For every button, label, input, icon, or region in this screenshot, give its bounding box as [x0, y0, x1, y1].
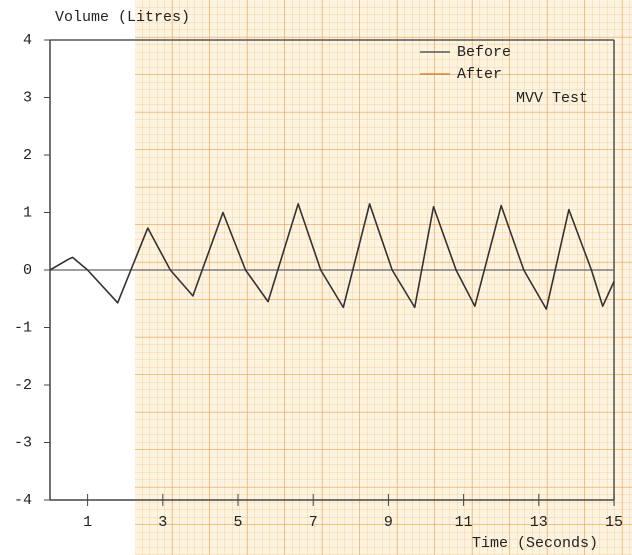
- x-axis-label: Time (Seconds): [472, 535, 598, 552]
- y-tick-label: -1: [14, 319, 32, 336]
- legend-label: Before: [457, 44, 511, 61]
- y-tick-label: 0: [23, 262, 32, 279]
- x-tick-label: 15: [605, 514, 623, 531]
- graph-paper-grid: [135, 0, 632, 555]
- x-tick-label: 5: [233, 514, 242, 531]
- y-tick-label: 4: [23, 32, 32, 49]
- x-tick-label: 3: [158, 514, 167, 531]
- y-tick-label: 1: [23, 204, 32, 221]
- x-tick-label: 11: [455, 514, 473, 531]
- data-line: [49, 203, 615, 310]
- x-tick-label: 9: [384, 514, 393, 531]
- legend-label: After: [457, 66, 502, 83]
- y-tick-label: 3: [23, 89, 32, 106]
- y-tick-label: 2: [23, 147, 32, 164]
- y-tick-label: -2: [14, 377, 32, 394]
- x-tick-label: 1: [83, 514, 92, 531]
- x-tick-label: 13: [530, 514, 548, 531]
- y-axis-label: Volume (Litres): [55, 9, 190, 26]
- y-tick-label: -4: [14, 492, 32, 509]
- x-tick-label: 7: [309, 514, 318, 531]
- annotation: MVV Test: [516, 90, 588, 107]
- y-tick-label: -3: [14, 434, 32, 451]
